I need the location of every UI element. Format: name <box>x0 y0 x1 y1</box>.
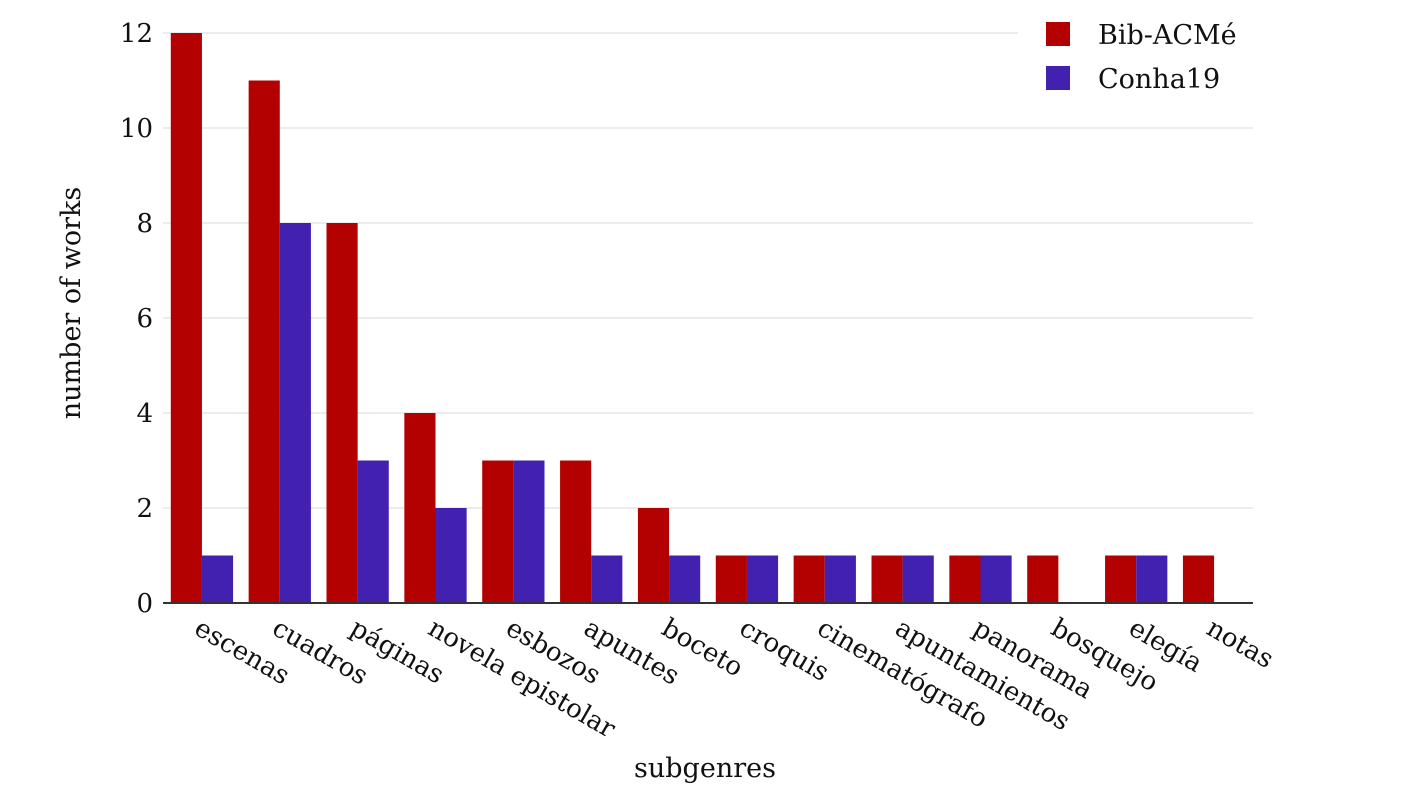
bar-series1 <box>715 555 747 603</box>
bar-series1 <box>1027 555 1059 603</box>
bar-series2 <box>513 460 545 603</box>
x-tick-label: croquis <box>734 613 834 688</box>
bar-series1 <box>637 508 670 603</box>
y-tick-label: 4 <box>136 399 153 429</box>
bar-series2 <box>357 460 389 603</box>
y-tick-label: 6 <box>136 304 153 334</box>
bar-series2 <box>980 555 1012 603</box>
bar-series1 <box>1182 555 1215 603</box>
bar-series1 <box>949 555 981 603</box>
bar-series2 <box>669 555 701 603</box>
bar-series1 <box>170 33 202 603</box>
y-tick-label: 10 <box>120 114 153 144</box>
x-axis-title: subgenres <box>634 753 776 784</box>
y-tick-label: 2 <box>136 494 153 524</box>
y-tick-labels: 0 2 4 6 8 10 12 <box>120 19 153 619</box>
bar-series1 <box>326 223 358 603</box>
bar-series2 <box>591 555 623 603</box>
bar-series1 <box>1105 555 1137 603</box>
legend: Bib-ACMé Conha19 <box>1018 10 1258 102</box>
y-axis-title: number of works <box>56 187 87 419</box>
legend-label: Conha19 <box>1098 64 1220 95</box>
bar-series2 <box>279 223 311 603</box>
y-tick-label: 0 <box>136 589 153 619</box>
bar-series1 <box>404 413 436 603</box>
legend-label: Bib-ACMé <box>1098 20 1237 51</box>
y-tick-label: 12 <box>120 19 153 49</box>
bar-series1 <box>482 460 514 603</box>
bar-series2 <box>1136 555 1168 603</box>
bars <box>170 33 1215 603</box>
bar-series2 <box>746 555 779 603</box>
bar-series2 <box>435 508 467 603</box>
bar-series2 <box>824 555 856 603</box>
bar-series2 <box>201 555 234 603</box>
bar-series1 <box>871 555 903 603</box>
x-tick-label: notas <box>1201 613 1278 675</box>
bar-series1 <box>793 555 825 603</box>
legend-swatch <box>1046 22 1070 46</box>
y-tick-label: 8 <box>136 209 153 239</box>
bar-series1 <box>560 460 592 603</box>
bar-series1 <box>248 80 280 603</box>
bar-series2 <box>902 555 934 603</box>
legend-swatch <box>1046 66 1070 90</box>
